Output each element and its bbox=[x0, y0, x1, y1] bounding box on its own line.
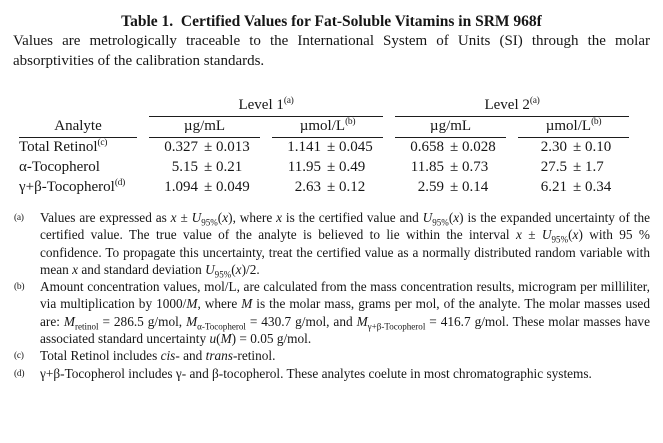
level1-label: Level 1 bbox=[238, 97, 284, 113]
certified-value: 1.141 bbox=[287, 139, 321, 155]
table-row-total-retinol: Total Retinol(c) 0.327 ± 0.013 1.141 ± 0.0… bbox=[19, 138, 629, 158]
footnote-ref-c: (c) bbox=[97, 138, 108, 148]
footnote-marker: (b) bbox=[14, 282, 25, 293]
uncertainty-value: ± 0.049 bbox=[204, 179, 250, 195]
footnote: (d) γ+β-Tocopherol includes γ- and β-toco… bbox=[13, 365, 650, 382]
footnote: (a) Values are expressed as x ± U95%(x), … bbox=[13, 209, 651, 280]
value-cell: 2.30 ± 0.10 bbox=[518, 138, 629, 158]
value-cell: 2.59 ± 0.14 bbox=[395, 178, 506, 198]
level2-label: Level 2 bbox=[484, 97, 530, 113]
table-row-gamma-beta-tocopherol: γ+β-Tocopherol(d) 1.094 ± 0.049 2.63 ± 0.1… bbox=[19, 178, 629, 198]
value-cell: 5.15 ± 0.21 bbox=[149, 158, 260, 178]
footnote: (c) Total Retinol includes cis- and trans… bbox=[13, 347, 650, 364]
uncertainty-value: ± 0.045 bbox=[327, 139, 373, 155]
uncertainty-value: ± 1.7 bbox=[573, 159, 604, 175]
analyte-name: α-Tocopherol bbox=[19, 158, 137, 178]
certified-value: 0.658 bbox=[410, 139, 444, 155]
certified-value: 11.85 bbox=[410, 159, 444, 175]
uncertainty-value: ± 0.49 bbox=[327, 159, 366, 175]
certified-value: 6.21 bbox=[540, 179, 567, 195]
level-header-row: Level 1(a) Level 2(a) bbox=[19, 96, 629, 117]
document-page: Table 1. Certified Values for Fat-Solubl… bbox=[7, 13, 650, 382]
value-cell: 0.327 ± 0.013 bbox=[149, 138, 260, 158]
level1-mass-unit-header: µg/mL bbox=[149, 117, 260, 138]
uncertainty-value: ± 0.12 bbox=[327, 179, 366, 195]
analyte-label: α-Tocopherol bbox=[19, 159, 100, 175]
footnote-ref-a: (a) bbox=[283, 96, 294, 106]
level2-mass-unit-header: µg/mL bbox=[395, 117, 506, 138]
footnote-marker: (d) bbox=[14, 368, 25, 379]
uncertainty-value: ± 0.21 bbox=[204, 159, 243, 175]
analyte-column-header: Analyte bbox=[19, 117, 137, 138]
analyte-label: Total Retinol bbox=[19, 139, 98, 155]
footnote-marker: (c) bbox=[14, 351, 24, 362]
level1-group-header: Level 1(a) bbox=[149, 96, 383, 117]
footnote-text: Total Retinol includes cis- and trans-re… bbox=[40, 348, 276, 364]
value-cell: 2.63 ± 0.12 bbox=[272, 178, 383, 198]
certified-value: 2.30 bbox=[540, 139, 567, 155]
uncertainty-value: ± 0.73 bbox=[450, 159, 489, 175]
value-cell: 1.141 ± 0.045 bbox=[272, 138, 383, 158]
value-cell: 1.094 ± 0.049 bbox=[149, 178, 260, 198]
footnote-ref-a: (a) bbox=[529, 96, 540, 106]
footnote-ref-b: (b) bbox=[591, 117, 602, 127]
certified-value: 1.094 bbox=[164, 179, 198, 195]
uncertainty-value: ± 0.013 bbox=[204, 139, 250, 155]
level1-molar-unit-header: µmol/L(b) bbox=[272, 117, 383, 138]
value-cell: 11.95 ± 0.49 bbox=[272, 158, 383, 178]
certified-value: 2.59 bbox=[417, 179, 444, 195]
footnotes-section: (a) Values are expressed as x ± U95%(x), … bbox=[13, 209, 650, 382]
uncertainty-value: ± 0.10 bbox=[573, 139, 612, 155]
certified-value: 11.95 bbox=[287, 159, 321, 175]
footnote-ref-d: (d) bbox=[114, 178, 125, 188]
intro-text: Values are metrologically traceable to t… bbox=[13, 33, 650, 69]
certified-value: 5.15 bbox=[171, 159, 198, 175]
table-row-alpha-tocopherol: α-Tocopherol 5.15 ± 0.21 11.95 ± 0.49 11.8… bbox=[19, 158, 629, 178]
unit-header-row: Analyte µg/mL µmol/L(b) µg/mL µmol/L(b) bbox=[19, 117, 629, 138]
uncertainty-value: ± 0.028 bbox=[450, 139, 496, 155]
footnote-text: Values are expressed as x ± U95%(x), whe… bbox=[40, 210, 651, 280]
certified-values-table: Level 1(a) Level 2(a) Analyte µg/mL µmol… bbox=[7, 96, 641, 198]
molar-unit-label: µmol/L bbox=[545, 118, 592, 134]
uncertainty-value: ± 0.34 bbox=[573, 179, 612, 195]
value-cell: 11.85 ± 0.73 bbox=[395, 158, 506, 178]
analyte-label: γ+β-Tocopherol bbox=[19, 179, 115, 195]
footnote: (b) Amount concentration values, mol/L, a… bbox=[13, 278, 650, 347]
level2-molar-unit-header: µmol/L(b) bbox=[518, 117, 629, 138]
value-cell: 27.5 ± 1.7 bbox=[518, 158, 629, 178]
value-cell: 0.658 ± 0.028 bbox=[395, 138, 506, 158]
footnote-text: γ+β-Tocopherol includes γ- and β-tocophe… bbox=[40, 365, 592, 381]
value-cell: 6.21 ± 0.34 bbox=[518, 178, 629, 198]
analyte-name: Total Retinol(c) bbox=[19, 138, 137, 158]
certified-value: 2.63 bbox=[294, 179, 321, 195]
footnote-text: Amount concentration values, mol/L, are … bbox=[40, 279, 650, 347]
level2-group-header: Level 2(a) bbox=[395, 96, 629, 117]
analyte-name: γ+β-Tocopherol(d) bbox=[19, 178, 137, 198]
footnote-marker: (a) bbox=[14, 213, 24, 223]
footnote-ref-b: (b) bbox=[345, 117, 356, 127]
certified-value: 27.5 bbox=[540, 159, 567, 175]
uncertainty-value: ± 0.14 bbox=[450, 179, 489, 195]
blank-corner-cell bbox=[19, 96, 137, 117]
molar-unit-label: µmol/L bbox=[299, 118, 346, 134]
table-title: Table 1. Certified Values for Fat-Solubl… bbox=[121, 13, 542, 30]
certified-value: 0.327 bbox=[164, 139, 198, 155]
